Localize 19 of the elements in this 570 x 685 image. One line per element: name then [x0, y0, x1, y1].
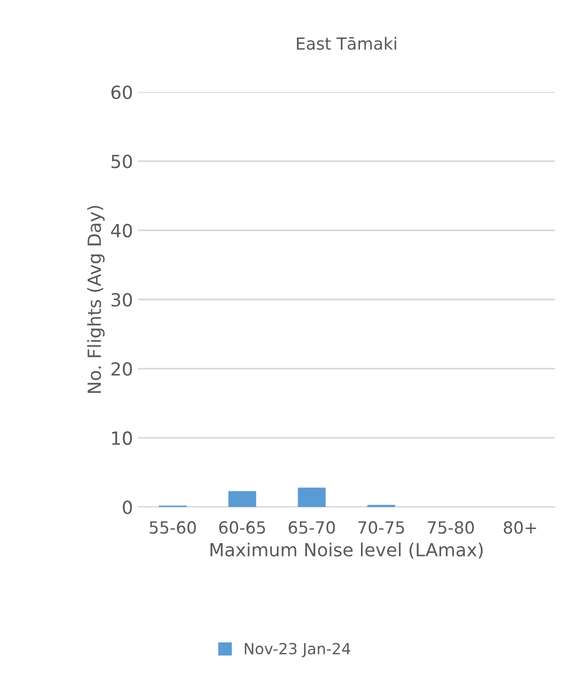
y-axis-title: No. Flights (Avg Day): [87, 206, 105, 393]
x-tick-label: 80+: [504, 521, 536, 534]
y-tick-label: 20: [111, 362, 132, 376]
legend-label: Nov-23 Jan-24: [244, 642, 350, 658]
x-tick-label: 65-70: [288, 521, 335, 534]
bar: [228, 491, 256, 507]
y-tick-label: 60: [111, 85, 132, 100]
x-tick-label: 60-65: [219, 521, 266, 534]
x-tick-label: 70-75: [358, 521, 404, 534]
y-tick-label: 30: [112, 292, 132, 307]
x-axis-title: Maximum Noise level (LAmax): [210, 542, 483, 559]
y-tick-label: 50: [112, 154, 132, 168]
y-tick-label: 0: [122, 500, 132, 514]
x-tick-label: 75-80: [428, 521, 474, 534]
x-tick-label: 55-60: [150, 521, 196, 534]
y-tick-label: 40: [111, 224, 132, 238]
chart-title: East Tāmaki: [296, 36, 396, 50]
bar: [298, 488, 326, 507]
y-tick-label: 10: [112, 431, 132, 445]
